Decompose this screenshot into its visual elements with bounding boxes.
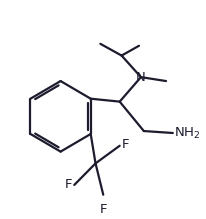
Text: N: N: [136, 71, 146, 84]
Text: NH$_2$: NH$_2$: [174, 125, 200, 141]
Text: F: F: [122, 138, 129, 151]
Text: F: F: [99, 203, 107, 215]
Text: F: F: [65, 178, 72, 191]
